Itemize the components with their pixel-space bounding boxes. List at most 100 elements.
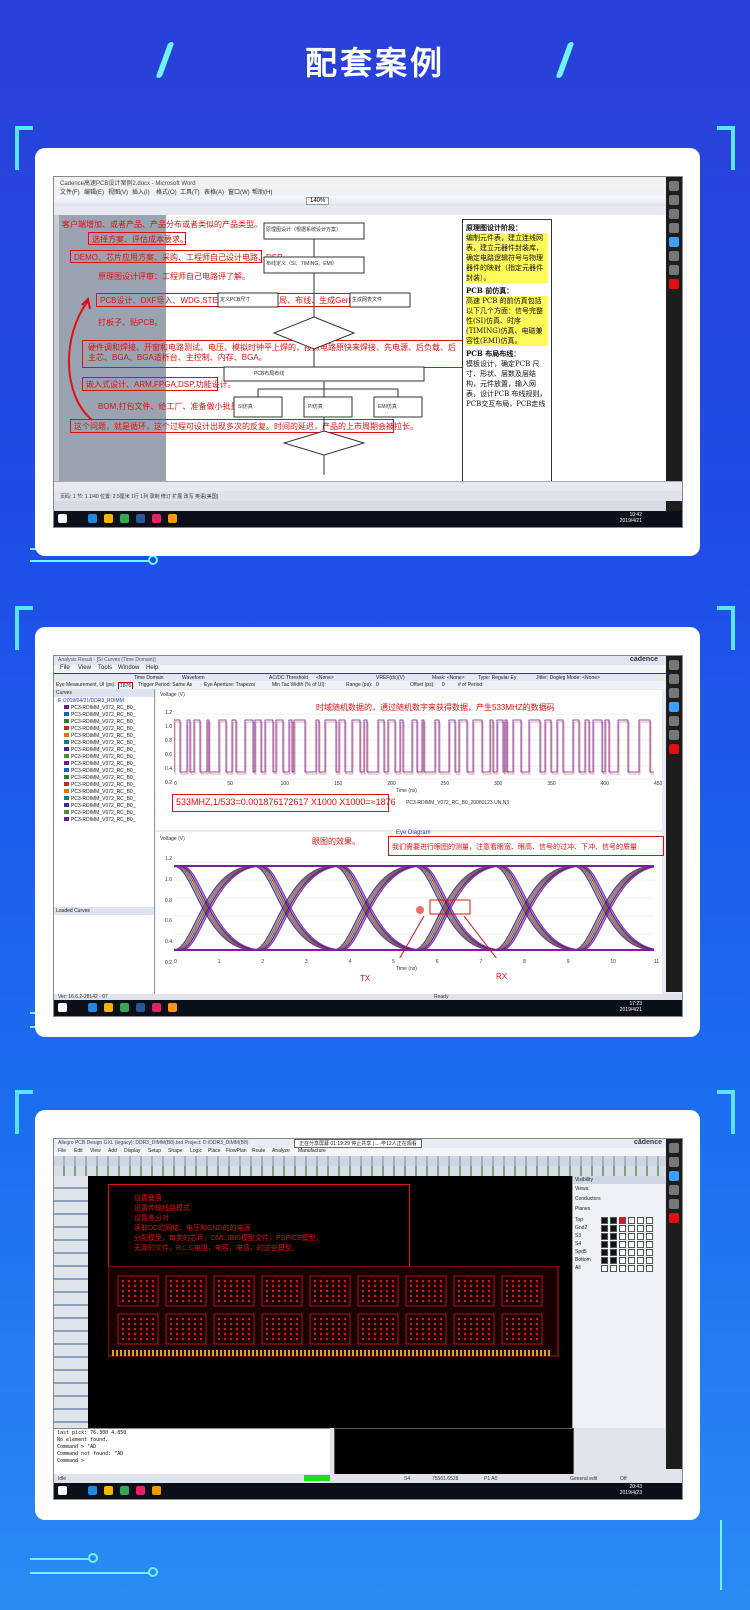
tb-vref[interactable]: VREF(dc)(V) bbox=[376, 675, 405, 681]
menu-help[interactable]: Help bbox=[146, 665, 159, 671]
layer-row[interactable]: S3 bbox=[575, 1232, 663, 1240]
annotation-toolbar[interactable] bbox=[666, 177, 682, 511]
curve-item[interactable]: PC3-RDIMM_V072_RC_B0_ bbox=[54, 768, 154, 775]
curve-item[interactable]: PC3-RDIMM_V072_RC_B0_ bbox=[54, 817, 154, 824]
menu-shape[interactable]: Shape bbox=[168, 1148, 183, 1154]
layer-row[interactable]: Spd5 bbox=[575, 1248, 663, 1256]
layer-row[interactable]: Bottom bbox=[575, 1256, 663, 1264]
menu-file[interactable]: File bbox=[60, 665, 70, 671]
menu-tools[interactable]: 工具(T) bbox=[180, 190, 200, 196]
curve-item[interactable]: PC3-RDIMM_V072_RC_B0_ bbox=[54, 712, 154, 719]
menu-edit[interactable]: 编辑(E) bbox=[84, 190, 104, 196]
menu-add[interactable]: Add bbox=[108, 1148, 117, 1154]
curve-item[interactable]: PC3-RDIMM_V072_RC_B0_ bbox=[54, 719, 154, 726]
curve-item[interactable]: PC3-RDIMM_V072_RC_B0_ bbox=[54, 754, 154, 761]
tb2-aperture[interactable]: Eye Aperture: Trapezoi bbox=[204, 682, 255, 688]
pcb-canvas[interactable]: 设置叠层 设置传输线路模式 设置差分对 读取DC的网络、电压和GND的的电源 分… bbox=[88, 1176, 572, 1428]
flow-box-1: 原理图设计（根据系统设计方案） bbox=[266, 227, 342, 233]
tb2-range: Range (ps): bbox=[346, 682, 373, 688]
zoom-field[interactable]: 140% bbox=[306, 197, 330, 205]
tb2-periods[interactable]: # of Period: bbox=[458, 682, 484, 688]
menu-flowplan[interactable]: FlowPlan bbox=[226, 1148, 247, 1154]
tb-mask[interactable]: Mask: <None> bbox=[432, 675, 465, 681]
tb-type[interactable]: Type: Regular Ey bbox=[478, 675, 517, 681]
note-9: BOM,打包文件、给工厂、准备做小批量。 bbox=[98, 402, 247, 411]
layer-row[interactable]: All bbox=[575, 1264, 663, 1272]
tb-time-domain[interactable]: Time Domain bbox=[134, 675, 164, 681]
allegro-status: Idle S4 75561.6528 P1 A0 General edit Of… bbox=[54, 1474, 682, 1483]
menu-display[interactable]: Display bbox=[124, 1148, 141, 1154]
visibility-panel: Visibility Views: Conductors Planes Top G… bbox=[572, 1176, 665, 1428]
chart1-legend: PC3-RDIMM_V072_RC_B0_20080123.UN.N3 bbox=[406, 800, 510, 806]
curve-item[interactable]: PC3-RDIMM_V072_RC_B0_ bbox=[54, 761, 154, 768]
visibility-views[interactable]: Views: bbox=[575, 1186, 590, 1192]
flow-box-2: 布线定义（SI、TIMING、EMI） bbox=[266, 261, 338, 267]
page-title: 配套案例 bbox=[304, 44, 445, 82]
curve-item[interactable]: PC3-RDIMM_V072_RC_B0_ bbox=[54, 740, 154, 747]
tree-root[interactable]: E:/2019/04/21/DDR3_RDIMM bbox=[58, 698, 124, 704]
visibility-planes[interactable]: Planes bbox=[575, 1206, 591, 1212]
command-console[interactable]: last pick: 76.300 4.850 No element found.… bbox=[54, 1428, 330, 1477]
menu-format[interactable]: 格式(O) bbox=[156, 190, 177, 196]
curve-item[interactable]: PC3-RDIMM_V072_RC_B0_ bbox=[54, 803, 154, 810]
tb2-offset-value[interactable]: 0 bbox=[442, 682, 445, 688]
menu-insert[interactable]: 插入(I) bbox=[132, 190, 150, 196]
waveform-plot bbox=[174, 713, 654, 780]
menu-view[interactable]: 视图(V) bbox=[108, 190, 128, 196]
word-title: Cadence高速PCB设计案例2.docx - Microsoft Word bbox=[60, 181, 196, 187]
layer-row[interactable]: Top bbox=[575, 1216, 663, 1224]
menu-tools[interactable]: Tools bbox=[98, 665, 113, 671]
menu-setup[interactable]: Setup bbox=[148, 1148, 162, 1154]
menu-file[interactable]: 文件(F) bbox=[60, 190, 80, 196]
menu-view[interactable]: View bbox=[90, 1148, 101, 1154]
annotation-toolbar[interactable] bbox=[666, 656, 682, 992]
case-card-word: Cadence高速PCB设计案例2.docx - Microsoft Word … bbox=[35, 148, 700, 556]
layer-row[interactable]: S4 bbox=[575, 1240, 663, 1248]
world-view[interactable] bbox=[334, 1428, 574, 1476]
loaded-curves-tab[interactable]: Loaded Curves bbox=[54, 907, 154, 915]
curve-item[interactable]: PC3-RDIMM_V072_RC_B0_ bbox=[54, 775, 154, 782]
menu-logic[interactable]: Logic bbox=[190, 1148, 202, 1154]
tb2-range-value[interactable]: 0 bbox=[376, 682, 379, 688]
date-2: 2019/4/21 bbox=[619, 1007, 642, 1013]
curve-item[interactable]: PC3-RDIMM_V072_RC_B0_ bbox=[54, 747, 154, 754]
tb-threshold[interactable]: AC/DC Threshold bbox=[269, 675, 309, 681]
annotation-toolbar[interactable] bbox=[666, 1139, 682, 1469]
menu-help[interactable]: 帮助(H) bbox=[252, 190, 273, 196]
tick-label: 4 bbox=[348, 959, 352, 965]
menu-window[interactable]: 窗口(W) bbox=[228, 190, 250, 196]
curve-item[interactable]: PC3-RDIMM_V072_RC_B0_ bbox=[54, 705, 154, 712]
menu-edit[interactable]: Edit bbox=[74, 1148, 83, 1154]
visibility-conductors[interactable]: Conductors bbox=[575, 1196, 601, 1202]
menu-table[interactable]: 表格(A) bbox=[204, 190, 224, 196]
curve-item[interactable]: PC3-RDIMM_V072_RC_B0_ bbox=[54, 726, 154, 733]
tb-jitter[interactable]: Jitter: Dogleg Mode: <None> bbox=[536, 675, 600, 681]
share-notify[interactable]: 正在分享屏幕 01:19:29 停止共享 | ...·毕12人正在观看 bbox=[294, 1139, 422, 1148]
curve-item[interactable]: PC3-RDIMM_V072_RC_B0_ bbox=[54, 782, 154, 789]
curve-item[interactable]: PC3-RDIMM_V072_RC_B0_ bbox=[54, 796, 154, 803]
menu-manufacture[interactable]: Manufacture bbox=[298, 1148, 326, 1154]
curve-item[interactable]: PC3-RDIMM_V072_RC_B0_ bbox=[54, 789, 154, 796]
menu-file[interactable]: File bbox=[58, 1148, 67, 1154]
tick-label: 0.4 bbox=[165, 766, 172, 772]
curve-item[interactable]: PC3-RDIMM_V072_RC_B0_ bbox=[54, 733, 154, 740]
tick-label: 0.6 bbox=[165, 752, 172, 758]
curves-tab[interactable]: Curves bbox=[54, 689, 154, 697]
tb2-trigger[interactable]: Trigger Period: Same As bbox=[138, 682, 193, 688]
menu-analyze[interactable]: Analyze bbox=[272, 1148, 290, 1154]
panel-p3: 模板设计，确定PCB 尺寸、形状、层数及层结构，元件放置，输入网表，设计PCB … bbox=[466, 360, 547, 408]
menu-view[interactable]: View bbox=[78, 665, 91, 671]
tb-none[interactable]: <None> bbox=[316, 675, 334, 681]
pcb-note-5: 分配模型，每类的芯片，DML,IBIS模型文件，PSPICE模型， bbox=[134, 1235, 323, 1242]
note-7: 硬件调和焊接、开窗和电路测试、电压、模拟时钟平上焊的，按照电路原快来焊接、先电源… bbox=[88, 343, 456, 362]
case-frame-3 bbox=[15, 1090, 735, 1595]
menu-window[interactable]: Window bbox=[118, 665, 140, 671]
tb-waveform[interactable]: Waveform bbox=[182, 675, 205, 681]
curve-item[interactable]: PC3-RDIMM_V072_RC_B0_ bbox=[54, 810, 154, 817]
sigrity-ready: Ready bbox=[434, 994, 449, 1000]
menu-place[interactable]: Place bbox=[208, 1148, 221, 1154]
flow-box-5: PCB布局布线 bbox=[254, 371, 285, 377]
layer-row[interactable]: Gnd2 bbox=[575, 1224, 663, 1232]
tb2-min-tac[interactable]: Min Tac Width (% of UI): bbox=[272, 682, 326, 688]
menu-route[interactable]: Route bbox=[252, 1148, 266, 1154]
